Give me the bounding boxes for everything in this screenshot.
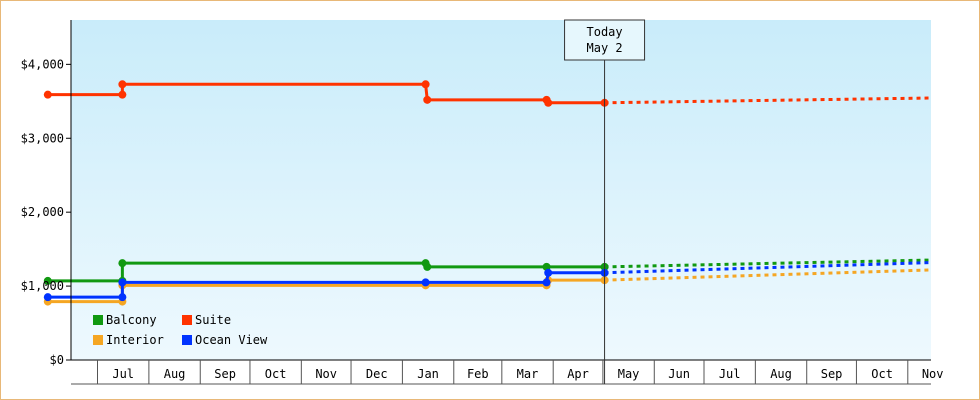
data-point[interactable] <box>43 90 52 99</box>
data-point[interactable] <box>542 278 551 287</box>
series-ocean-view <box>43 261 932 302</box>
legend-swatch <box>182 315 192 325</box>
plot-background <box>71 20 931 360</box>
x-tick-label: Jul <box>719 367 741 381</box>
legend-label: Interior <box>106 333 164 347</box>
series-forecast-line <box>604 96 932 105</box>
legend-label: Ocean View <box>195 333 268 347</box>
series-suite <box>43 80 932 107</box>
x-tick-label: Aug <box>770 367 792 381</box>
data-point[interactable] <box>421 278 430 287</box>
series-forecast-line <box>604 261 932 275</box>
data-point[interactable] <box>118 80 127 89</box>
x-tick-label: Sep <box>214 367 236 381</box>
x-tick-label: Nov <box>922 367 944 381</box>
legend-label: Suite <box>195 313 231 327</box>
today-label: Today <box>587 25 623 39</box>
series-forecast-line <box>604 268 932 282</box>
data-point[interactable] <box>118 259 127 268</box>
x-tick-label: Oct <box>871 367 893 381</box>
x-tick-label: Dec <box>366 367 388 381</box>
x-tick-label: Feb <box>467 367 489 381</box>
data-point[interactable] <box>423 262 432 271</box>
y-tick-label: $3,000 <box>21 131 64 145</box>
x-tick-label: Nov <box>315 367 337 381</box>
y-tick-label: $4,000 <box>21 57 64 71</box>
series-forecast-line <box>604 258 932 269</box>
y-tick-label: $2,000 <box>21 205 64 219</box>
legend-swatch <box>93 335 103 345</box>
y-tick-label: $1,000 <box>21 279 64 293</box>
data-point[interactable] <box>43 276 52 285</box>
data-point[interactable] <box>118 90 127 99</box>
x-tick-label: Jan <box>417 367 439 381</box>
data-point[interactable] <box>43 293 52 302</box>
today-box <box>564 19 646 61</box>
data-point[interactable] <box>544 268 553 277</box>
legend-swatch <box>93 315 103 325</box>
data-point[interactable] <box>118 293 127 302</box>
y-tick-label: $0 <box>50 353 64 367</box>
x-tick-label: May <box>618 367 640 381</box>
data-point[interactable] <box>423 95 432 104</box>
data-point[interactable] <box>421 80 430 89</box>
today-date-label: May 2 <box>587 41 623 55</box>
x-tick-label: Oct <box>265 367 287 381</box>
x-tick-label: Jul <box>112 367 134 381</box>
data-point[interactable] <box>118 278 127 287</box>
legend-swatch <box>182 335 192 345</box>
x-tick-label: Sep <box>821 367 843 381</box>
data-point[interactable] <box>544 98 553 107</box>
x-tick-label: Mar <box>517 367 539 381</box>
x-tick-label: Jun <box>668 367 690 381</box>
legend-label: Balcony <box>106 313 157 327</box>
x-tick-label: Apr <box>567 367 589 381</box>
x-tick-label: Aug <box>164 367 186 381</box>
legend: Balcony Suite Interior Ocean View <box>93 313 268 347</box>
